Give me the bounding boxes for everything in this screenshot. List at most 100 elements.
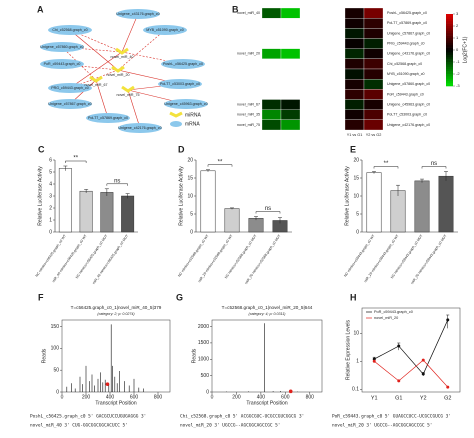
significance-bracket [421, 166, 447, 169]
mrna-label: Chi_c52568.graph_c0 [52, 28, 87, 32]
colorbar-step [446, 66, 453, 70]
edge [127, 89, 141, 129]
heat-cell [344, 89, 365, 100]
row-label: Unigene_c57860.graph_c0 [387, 82, 430, 86]
colorbar-tick-label: 2 [456, 23, 459, 28]
y-tick-label: 4 [49, 181, 52, 187]
x-tick-label: 600 [281, 394, 290, 400]
alignment-line: Chi_c52568.graph_c0 5' ACGGCGUC-UCGCCGUC… [180, 414, 304, 420]
series-point [421, 358, 425, 362]
y-tick-label: 0 [56, 389, 59, 395]
colorbar-step [446, 26, 453, 29]
y-tick-label: 10 [187, 193, 193, 199]
edge [121, 13, 139, 53]
colorbar-step [446, 71, 453, 75]
edge [95, 79, 109, 119]
heat-cell [261, 7, 282, 19]
mrna-node [48, 99, 92, 109]
plot-frame [361, 307, 461, 393]
x-tick-label: miR_40 mimics+c56425.graph_c0 WT [51, 234, 87, 283]
row-label: Unigene_c57867.graph_c0 [387, 31, 430, 35]
colorbar-step [446, 83, 453, 87]
x-tick-label: 200 [232, 394, 241, 400]
row-label: novel_miR_35 [237, 113, 260, 117]
bar [248, 218, 264, 233]
mrna-label: PoR_c59443.graph_c0 [44, 62, 81, 66]
heat-cell [363, 68, 384, 80]
bar [438, 175, 454, 233]
significance-bracket [255, 211, 281, 214]
colorbar-step [446, 50, 453, 53]
y-tick-label: 2 [49, 205, 52, 211]
heat-cell [363, 109, 384, 120]
series-point [397, 379, 401, 383]
colorbar-step [446, 23, 453, 27]
edge [69, 29, 119, 71]
column-label: Y1 vs G1 [347, 133, 363, 137]
heat-cell [363, 119, 384, 131]
x-tick-label: 200 [82, 394, 91, 400]
y-tick-label: 10 [353, 193, 359, 199]
mirna-label: novel_miR_40 [111, 55, 134, 59]
mrna-node [40, 59, 84, 69]
y-tick-label: 15 [353, 175, 359, 181]
y-axis-title: Relative Expression Levels [345, 319, 351, 380]
y-tick-label: 0 [49, 229, 52, 235]
mrna-node [118, 123, 162, 133]
row-label: novel_miR_75 [237, 123, 260, 127]
cleavage-site [288, 389, 293, 394]
chart-title: T=c52568.graph_c0_1|novel_miR_20_5|644 [222, 305, 313, 310]
mrna-node [161, 59, 205, 69]
x-tick-label: 0 [61, 394, 64, 400]
heat-cell [363, 28, 384, 39]
panel-label: H [350, 292, 357, 302]
mirna-node [111, 65, 125, 73]
mrna-node [48, 83, 92, 93]
colorbar-step [446, 40, 453, 44]
colorbar-tick-label: -1 [456, 59, 460, 64]
mirna-label: novel_miR_67 [85, 83, 108, 87]
heat-cell [363, 18, 384, 29]
y-tick-label: 2000 [198, 324, 209, 330]
colorbar-step [446, 78, 453, 82]
x-tick-label: 800 [306, 394, 315, 400]
significance-label: ** [218, 159, 223, 165]
mirna-label: novel_miR_75 [117, 93, 140, 97]
y-tick-label: 5 [49, 169, 52, 175]
y-tick-label: 0 [190, 229, 193, 235]
colorbar-tick-label: -2 [456, 71, 460, 76]
bar [414, 180, 430, 233]
significance-label: ns [265, 206, 271, 212]
series-line [374, 319, 449, 375]
alignment-line: novel_miR_40 3' CUG-GGCGGCGGCACUCC 5' [30, 423, 128, 429]
panel-label: E [350, 144, 356, 154]
mrna-label: PoLT7_c57869.graph_c0 [88, 116, 128, 120]
chart-subtitle: (category: 4; p: 0.0311) [249, 312, 286, 316]
y-tick-label: 0 [206, 389, 209, 395]
row-label: PRG_c59443.graph_c0 [387, 42, 425, 46]
heat-cell [363, 99, 384, 110]
heat-cell [261, 109, 282, 120]
y-tick-label: 0.1 [352, 387, 359, 393]
series-point [372, 359, 376, 363]
x-tick-label: 400 [257, 394, 266, 400]
heat-cell [261, 99, 282, 110]
mrna-node [48, 25, 92, 35]
colorbar-step [446, 16, 453, 20]
mirna-node [121, 85, 135, 93]
row-label: MYB_c51090.graph_c0 [387, 72, 425, 76]
colorbar-step [446, 28, 453, 32]
row-label: novel_miR_67 [237, 103, 260, 107]
x-tick-label: G2 [444, 395, 451, 401]
chart-title: T=c56425.graph_c0_1|novel_miR_40_5|379 [71, 305, 162, 310]
heat-cell [344, 28, 365, 39]
edge [61, 46, 97, 81]
legend-label: novel_miR_20 [374, 316, 398, 320]
heat-cell [280, 7, 301, 19]
y-tick-label: 1 [356, 359, 359, 365]
colorbar-step [446, 30, 453, 34]
colorbar-step [446, 54, 453, 58]
y-tick-label: 100 [51, 346, 60, 352]
mrna-node [86, 113, 130, 123]
row-label: PoLT7_c53003.graph_c0 [387, 113, 427, 117]
